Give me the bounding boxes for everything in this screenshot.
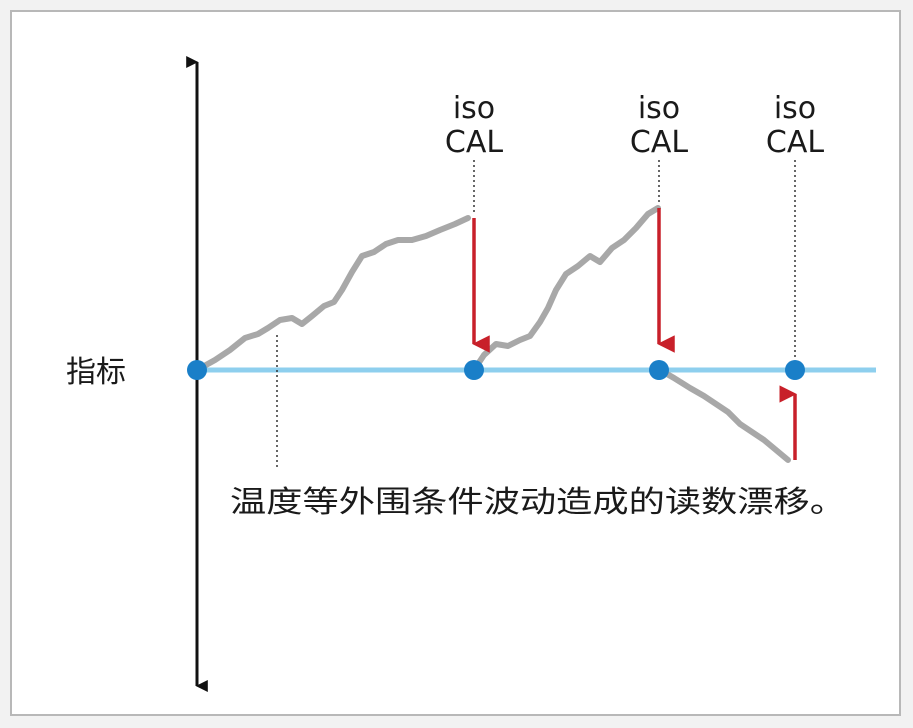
calibration-point-2	[649, 360, 669, 380]
calibration-label-2-line2: CAL	[630, 125, 688, 160]
calibration-label-2-line1: iso	[638, 91, 680, 126]
diagram-frame	[10, 10, 901, 716]
calibration-point-1	[464, 360, 484, 380]
calibration-point-3	[785, 360, 805, 380]
calibration-label-1-line2: CAL	[445, 125, 503, 160]
calibration-label-3-line2: CAL	[766, 125, 824, 160]
drift-curve-2	[471, 205, 661, 373]
drift-curve-3	[657, 367, 791, 463]
drift-annotation: 温度等外围条件波动造成的读数漂移。	[230, 485, 846, 520]
drift-curve-1	[194, 215, 471, 373]
start-point	[187, 360, 207, 380]
reference-label: 指标	[66, 355, 126, 390]
calibration-label-3-line1: iso	[774, 91, 816, 126]
calibration-label-1-line1: iso	[453, 91, 495, 126]
